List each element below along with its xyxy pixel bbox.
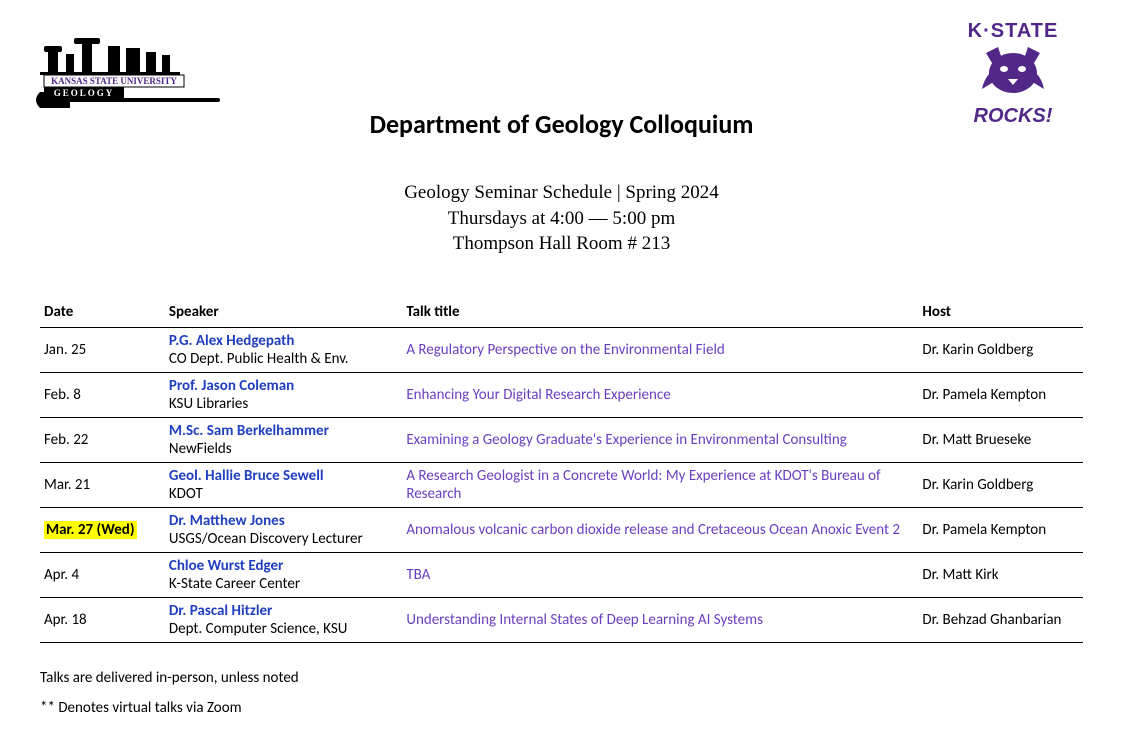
speaker-cell: Dr. Matthew JonesUSGS/Ocean Discovery Le…	[165, 507, 402, 552]
talk-title-cell: A Regulatory Perspective on the Environm…	[402, 327, 918, 372]
host-cell: Dr. Behzad Ghanbarian	[918, 597, 1083, 642]
col-date-header: Date	[40, 297, 165, 328]
logo-text-line2: GEOLOGY	[54, 88, 115, 98]
host-cell: Dr. Karin Goldberg	[918, 327, 1083, 372]
wildcat-icon	[943, 45, 1083, 103]
talk-title-cell: TBA	[402, 552, 918, 597]
talk-title-cell: A Research Geologist in a Concrete World…	[402, 462, 918, 507]
host-cell: Dr. Matt Brueseke	[918, 417, 1083, 462]
sub-header: Geology Seminar Schedule | Spring 2024 T…	[0, 180, 1123, 257]
speaker-name: Dr. Pascal Hitzler	[169, 602, 398, 620]
speaker-name: Prof. Jason Coleman	[169, 377, 398, 395]
table-row: Apr. 18Dr. Pascal HitzlerDept. Computer …	[40, 597, 1083, 642]
table-row: Feb. 22M.Sc. Sam BerkelhammerNewFieldsEx…	[40, 417, 1083, 462]
speaker-cell: M.Sc. Sam BerkelhammerNewFields	[165, 417, 402, 462]
speaker-name: Dr. Matthew Jones	[169, 512, 398, 530]
speaker-cell: Geol. Hallie Bruce SewellKDOT	[165, 462, 402, 507]
host-cell: Dr. Pamela Kempton	[918, 507, 1083, 552]
speaker-name: P.G. Alex Hedgepath	[169, 332, 398, 350]
table-row: Mar. 21Geol. Hallie Bruce SewellKDOTA Re…	[40, 462, 1083, 507]
speaker-affiliation: K-State Career Center	[169, 575, 398, 593]
speaker-affiliation: KSU Libraries	[169, 395, 398, 413]
footnotes: Talks are delivered in-person, unless no…	[40, 663, 1083, 723]
talk-title-cell: Anomalous volcanic carbon dioxide releas…	[402, 507, 918, 552]
date-cell: Mar. 21	[40, 462, 165, 507]
table-header-row: Date Speaker Talk title Host	[40, 297, 1083, 328]
talk-title-cell: Enhancing Your Digital Research Experien…	[402, 372, 918, 417]
talk-title-cell: Understanding Internal States of Deep Le…	[402, 597, 918, 642]
speaker-affiliation: USGS/Ocean Discovery Lecturer	[169, 530, 398, 548]
subheader-line2: Thursdays at 4:00 — 5:00 pm	[0, 206, 1123, 232]
host-cell: Dr. Pamela Kempton	[918, 372, 1083, 417]
table-row: Feb. 8Prof. Jason ColemanKSU LibrariesEn…	[40, 372, 1083, 417]
schedule-table: Date Speaker Talk title Host Jan. 25P.G.…	[40, 297, 1083, 643]
date-cell: Mar. 27 (Wed)	[40, 507, 165, 552]
speaker-cell: P.G. Alex HedgepathCO Dept. Public Healt…	[165, 327, 402, 372]
date-cell: Apr. 4	[40, 552, 165, 597]
talk-title-cell: Examining a Geology Graduate's Experienc…	[402, 417, 918, 462]
col-speaker-header: Speaker	[165, 297, 402, 328]
footnote-line1: Talks are delivered in-person, unless no…	[40, 663, 1083, 693]
speaker-name: Chloe Wurst Edger	[169, 557, 398, 575]
speaker-cell: Dr. Pascal HitzlerDept. Computer Science…	[165, 597, 402, 642]
speaker-cell: Chloe Wurst EdgerK-State Career Center	[165, 552, 402, 597]
table-row: Mar. 27 (Wed) Dr. Matthew JonesUSGS/Ocean…	[40, 507, 1083, 552]
speaker-affiliation: Dept. Computer Science, KSU	[169, 620, 398, 638]
speaker-affiliation: KDOT	[169, 485, 398, 503]
kstate-rocks-logo: K·STATE ROCKS!	[943, 20, 1083, 128]
speaker-affiliation: NewFields	[169, 440, 398, 458]
col-host-header: Host	[918, 297, 1083, 328]
logo-text-line1: KANSAS STATE UNIVERSITY	[51, 76, 177, 86]
footnote-line2: ** Denotes virtual talks via Zoom	[40, 693, 1083, 723]
kstate-text: K·STATE	[943, 20, 1083, 43]
table-row: Apr. 4Chloe Wurst EdgerK-State Career Ce…	[40, 552, 1083, 597]
rocks-text: ROCKS!	[943, 105, 1083, 128]
table-row: Jan. 25P.G. Alex HedgepathCO Dept. Publi…	[40, 327, 1083, 372]
subheader-line3: Thompson Hall Room # 213	[0, 231, 1123, 257]
speaker-name: Geol. Hallie Bruce Sewell	[169, 467, 398, 485]
speaker-cell: Prof. Jason ColemanKSU Libraries	[165, 372, 402, 417]
date-cell: Apr. 18	[40, 597, 165, 642]
date-cell: Jan. 25	[40, 327, 165, 372]
subheader-line1: Geology Seminar Schedule | Spring 2024	[0, 180, 1123, 206]
host-cell: Dr. Karin Goldberg	[918, 462, 1083, 507]
host-cell: Dr. Matt Kirk	[918, 552, 1083, 597]
speaker-affiliation: CO Dept. Public Health & Env.	[169, 350, 398, 368]
speaker-name: M.Sc. Sam Berkelhammer	[169, 422, 398, 440]
ksu-geology-logo: KANSAS STATE UNIVERSITY GEOLOGY	[30, 20, 230, 110]
date-cell: Feb. 22	[40, 417, 165, 462]
highlighted-date: Mar. 27 (Wed)	[44, 521, 137, 539]
col-title-header: Talk title	[402, 297, 918, 328]
date-cell: Feb. 8	[40, 372, 165, 417]
